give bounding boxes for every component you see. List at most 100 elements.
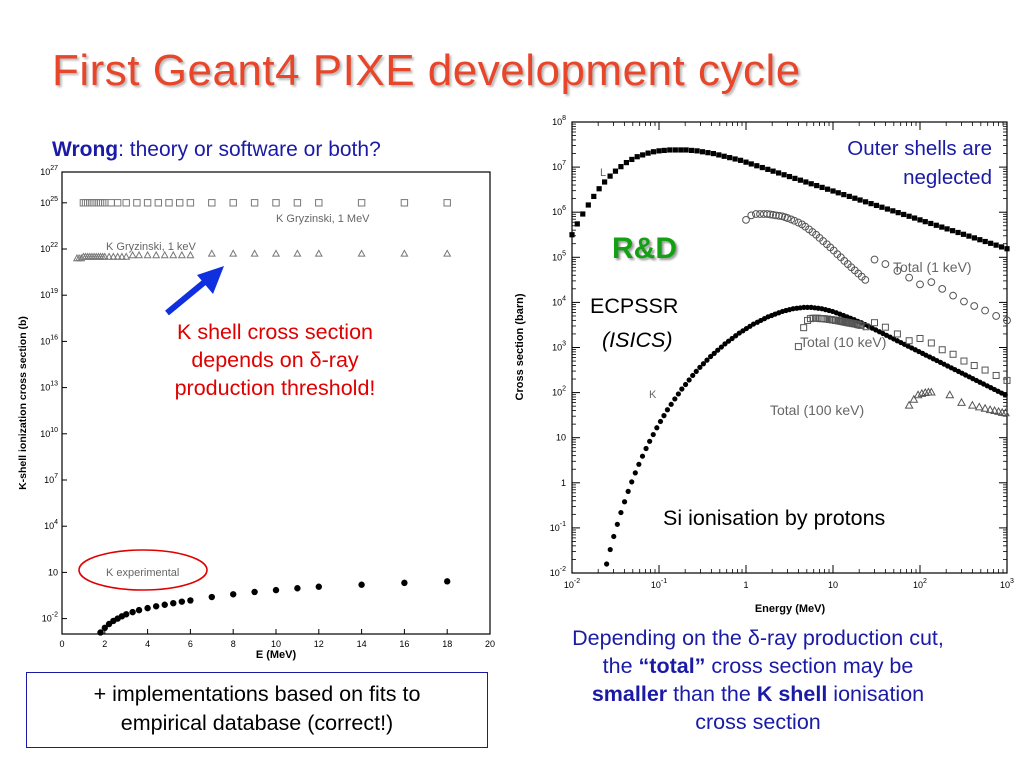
- right-point-series-1: [697, 364, 703, 370]
- right-point-series-0: [689, 147, 695, 154]
- right-point-series-1: [607, 546, 613, 553]
- right-point-series-1: [614, 521, 620, 527]
- right-point-series-0: [683, 147, 689, 153]
- left-x-tick-label: 14: [357, 639, 367, 649]
- right-point-series-0: [661, 147, 667, 154]
- left-x-tick-label: 12: [314, 639, 324, 649]
- right-point-series-0: [678, 147, 684, 153]
- right-point-series-3: [905, 337, 913, 345]
- right-point-series-0: [580, 211, 586, 217]
- right-point-series-0: [596, 186, 602, 192]
- right-point-series-0: [852, 195, 858, 201]
- right-point-series-0: [830, 188, 836, 194]
- left-point-dot: [315, 583, 322, 590]
- left-point-square: [113, 199, 122, 207]
- right-point-series-1: [718, 344, 724, 350]
- right-point-series-1: [621, 499, 628, 505]
- left-point-dot: [101, 624, 109, 632]
- right-point-series-0: [808, 181, 814, 187]
- left-point-triangle: [117, 252, 126, 260]
- red-note-line-2: depends on δ-ray: [191, 348, 359, 372]
- left-point-dot: [152, 603, 160, 610]
- right-point-series-0: [645, 150, 651, 156]
- right-point-series-0: [884, 206, 891, 212]
- right-x-tick-label: 1: [743, 580, 748, 590]
- left-point-triangle: [169, 250, 178, 259]
- right-point-series-0: [634, 154, 640, 160]
- right-point-series-3: [893, 330, 901, 338]
- left-x-tick-label: 20: [485, 639, 495, 649]
- right-point-series-1: [1002, 392, 1008, 398]
- right-series-2: [742, 210, 1011, 325]
- left-x-tick-labels: 0 2 4 6 8 10 12 14 16 18 20: [59, 639, 495, 649]
- right-point-series-2: [747, 211, 756, 220]
- rd-label: R&D: [612, 232, 677, 265]
- right-point-series-1: [715, 347, 721, 353]
- right-y-tick-label: 103: [552, 341, 566, 353]
- isics-label: (ISICS): [602, 328, 673, 352]
- left-point-square: [400, 199, 409, 207]
- left-series-triangle: [72, 249, 452, 262]
- left-point-dot: [123, 611, 130, 618]
- box-note-line-1: + implementations based on fits to: [93, 682, 421, 706]
- left-x-tick-label: 10: [271, 639, 281, 649]
- label-K: K: [649, 389, 657, 401]
- right-point-series-4: [974, 402, 984, 411]
- right-point-series-0: [727, 155, 733, 161]
- left-point-dot: [170, 600, 177, 607]
- left-series-square: [79, 199, 451, 207]
- right-point-series-1: [722, 341, 728, 347]
- right-point-series-1: [625, 488, 631, 494]
- right-point-series-4: [980, 403, 990, 412]
- left-point-dot: [144, 604, 151, 612]
- left-point-triangle: [109, 252, 118, 260]
- right-point-series-1: [711, 350, 717, 356]
- red-note-line-3: production threshold!: [174, 376, 376, 400]
- right-point-series-1: [647, 438, 653, 444]
- right-point-series-2: [766, 210, 775, 219]
- right-point-series-0: [911, 215, 918, 221]
- right-point-series-0: [602, 179, 608, 185]
- right-point-series-1: [679, 386, 685, 392]
- right-point-series-3: [916, 334, 924, 342]
- right-point-series-3: [1003, 376, 1011, 384]
- right-point-series-1: [733, 333, 739, 339]
- right-point-series-0: [672, 147, 678, 153]
- right-y-tick-labels: 10-2 10-1 1 10 102 103 104 105 106 107 108: [550, 115, 566, 578]
- left-point-triangle: [160, 250, 169, 259]
- right-point-series-0: [667, 147, 673, 153]
- left-point-dot: [187, 597, 194, 604]
- right-point-series-0: [618, 164, 624, 170]
- right-point-series-4: [990, 406, 1000, 415]
- right-point-series-0: [824, 186, 831, 192]
- depending-line-3d: ionisation: [827, 682, 925, 706]
- left-point-triangle: [177, 250, 186, 259]
- left-point-triangle: [113, 252, 122, 260]
- left-point-triangle: [152, 250, 161, 259]
- right-point-series-2: [1003, 316, 1011, 325]
- right-point-series-0: [781, 172, 787, 178]
- right-point-series-2: [893, 266, 902, 275]
- left-point-square: [443, 199, 451, 207]
- right-point-series-0: [960, 231, 967, 237]
- left-point-triangle: [229, 249, 238, 257]
- right-point-series-0: [901, 211, 907, 218]
- right-point-series-2: [783, 214, 792, 222]
- right-point-series-0: [612, 168, 619, 174]
- left-point-dot: [358, 581, 365, 588]
- left-point-square: [315, 199, 323, 207]
- question-bold: Wrong: [52, 138, 119, 161]
- left-point-dot: [208, 593, 215, 601]
- left-point-dot: [230, 591, 237, 598]
- right-point-series-2: [861, 275, 870, 284]
- right-point-series-1: [668, 401, 674, 407]
- left-x-tick-label: 0: [59, 639, 64, 649]
- right-point-series-0: [993, 242, 999, 248]
- right-point-series-0: [705, 150, 711, 156]
- left-x-tick-label: 6: [188, 639, 193, 649]
- right-plot-frame: [571, 121, 1008, 574]
- depending-line-2: the “total” cross section may be: [498, 652, 1018, 680]
- right-point-series-2: [769, 211, 778, 219]
